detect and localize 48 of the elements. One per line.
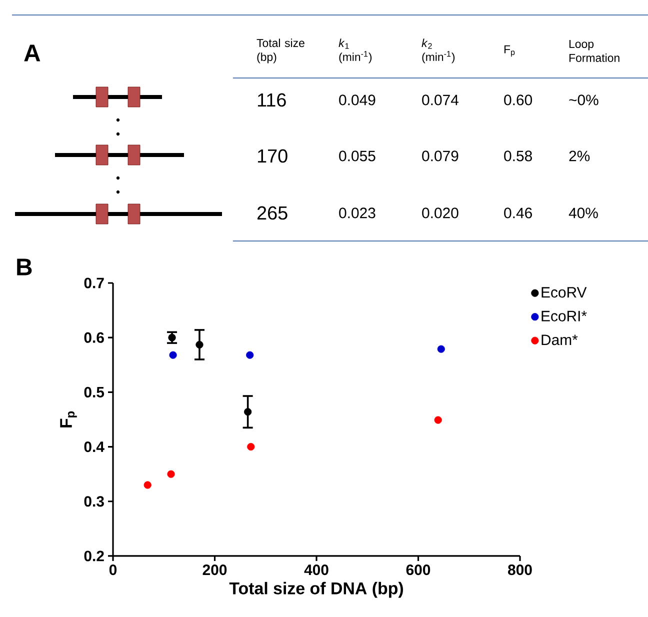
text: Total size (bp) xyxy=(256,38,304,64)
y-tick-label: 0.3 xyxy=(84,496,104,507)
point xyxy=(437,345,445,353)
text: 0.074 xyxy=(422,94,458,106)
text: Loop Formation xyxy=(569,40,620,62)
text: A xyxy=(24,44,40,62)
text: 0.020 xyxy=(422,208,458,218)
x-tick-label: 600 xyxy=(406,564,430,576)
text: F$_{p}$ xyxy=(504,45,515,57)
y-tick-label: 0.4 xyxy=(84,441,104,452)
text: k$_{2}$ (min$^{-1}$) xyxy=(422,38,455,64)
point xyxy=(169,351,177,359)
text: 0.60 xyxy=(504,94,532,106)
x-tick-label: 0 xyxy=(109,564,117,576)
point xyxy=(247,442,255,451)
chart-title: B xyxy=(17,258,32,276)
y-tick-label: 0.5 xyxy=(84,386,104,398)
point xyxy=(246,351,254,359)
point xyxy=(144,481,152,489)
text: 2% xyxy=(569,150,590,162)
x-tick-label: 800 xyxy=(508,564,532,576)
text: 0.58 xyxy=(504,150,532,162)
text: 0.079 xyxy=(422,150,458,162)
point xyxy=(196,340,204,348)
text: 40% xyxy=(568,208,598,218)
text: 170 xyxy=(258,149,288,163)
y-axis-title: F$_{p}$ xyxy=(60,411,77,428)
x-tick-label: 400 xyxy=(304,564,328,576)
legend-label: EcoRV xyxy=(542,287,587,298)
text: 265 xyxy=(257,206,288,220)
point xyxy=(434,416,442,424)
x-tick-label: 200 xyxy=(202,564,227,576)
text: 0.049 xyxy=(339,94,376,106)
legend-label: EcoRI* xyxy=(542,310,587,322)
text: ~0% xyxy=(569,94,598,106)
point xyxy=(244,408,252,416)
y-tick-label: 0.6 xyxy=(84,332,104,343)
text: 116 xyxy=(258,93,286,107)
x-axis-title: Total size of DNA (bp) xyxy=(229,582,403,598)
text: k$_{1}$ (min$^{-1}$) xyxy=(338,38,372,64)
text: 0.055 xyxy=(339,150,376,162)
y-tick-label: 0.2 xyxy=(84,550,104,562)
text: 0.46 xyxy=(504,208,532,218)
point xyxy=(167,470,175,478)
text: 0.023 xyxy=(339,208,376,218)
legend-label: Dam* xyxy=(542,334,578,346)
point xyxy=(168,334,176,342)
y-tick-label: 0.7 xyxy=(84,278,104,288)
